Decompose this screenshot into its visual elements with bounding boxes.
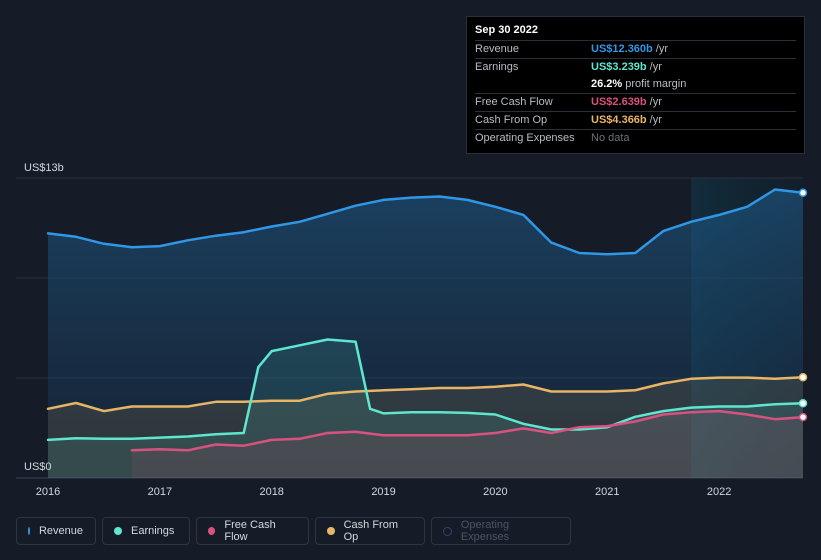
fcf-dot-icon (208, 527, 216, 535)
tooltip-revenue-label: Revenue (475, 43, 520, 55)
fcf-area (131, 411, 803, 478)
legend-cfo-label: Cash From Op (343, 519, 398, 543)
tooltip-row-opex: Operating Expenses No data (475, 129, 796, 147)
tooltip-fcf-unit: /yr (649, 96, 662, 108)
x-tick-label: 2020 (483, 486, 507, 498)
tooltip-fcf-label: Free Cash Flow (475, 96, 553, 108)
fcf-line (130, 409, 805, 452)
tooltip-date: Sep 30 2022 (475, 24, 538, 36)
y-axis-max-label: US$13b (24, 162, 64, 174)
series-areas (48, 189, 803, 478)
tooltip-margin-label: profit margin (625, 78, 687, 90)
legend-earnings[interactable]: Earnings (102, 517, 190, 545)
legend-fcf[interactable]: Free Cash Flow (196, 517, 309, 545)
tooltip-earnings-label: Earnings (475, 61, 519, 73)
legend-fcf-label: Free Cash Flow (224, 519, 276, 543)
revenue-line (46, 188, 805, 256)
tooltip-opex-value: No data (591, 132, 630, 144)
tooltip-cfo-value: US$4.366b (591, 114, 647, 126)
opex-dot-icon (443, 526, 452, 536)
legend-earnings-label: Earnings (131, 525, 175, 537)
legend: Revenue Earnings Free Cash Flow Cash Fro… (16, 517, 571, 545)
x-tick-label: 2017 (148, 486, 172, 498)
axes: US$13b US$0 2016 2017 2018 2019 2020 2021 2022 (24, 162, 731, 498)
tooltip-row-fcf: Free Cash Flow US$2.639b /yr (475, 93, 796, 111)
earnings-end-point (798, 399, 808, 408)
tooltip-margin-value: 26.2% (591, 78, 623, 90)
legend-revenue-label: Revenue (38, 525, 83, 537)
tooltip-earnings-unit: /yr (649, 61, 662, 73)
tooltip: Sep 30 2022 Revenue US$12.360b /yr Earni… (466, 16, 805, 154)
legend-opex[interactable]: Operating Expenses (431, 517, 571, 545)
tooltip-earnings-value: US$3.239b (591, 61, 647, 73)
tooltip-revenue-unit: /yr (655, 43, 668, 55)
tooltip-row-revenue: Revenue US$12.360b /yr (475, 40, 796, 58)
fcf-end-point (798, 412, 808, 422)
tooltip-cfo-unit: /yr (649, 114, 662, 126)
earnings-line (46, 338, 805, 442)
series-lines (46, 188, 808, 452)
earnings-dot-icon (114, 527, 122, 535)
x-tick-label: 2022 (707, 486, 731, 498)
revenue-area (48, 189, 803, 478)
legend-cfo[interactable]: Cash From Op (315, 517, 425, 545)
tooltip-row-cfo: Cash From Op US$4.366b /yr (475, 111, 796, 129)
tooltip-row-margin: 26.2% profit margin (475, 76, 796, 93)
y-axis-min-label: US$0 (24, 461, 52, 473)
legend-opex-label: Operating Expenses (460, 519, 510, 543)
cfo-line (46, 375, 805, 413)
tooltip-opex-label: Operating Expenses (475, 132, 575, 144)
revenue-dot-icon (28, 527, 30, 535)
earnings-area (48, 339, 803, 478)
tooltip-fcf-value: US$2.639b (591, 96, 647, 108)
x-tick-label: 2019 (371, 486, 395, 498)
cfo-dot-icon (327, 527, 335, 535)
tooltip-cfo-label: Cash From Op (475, 114, 548, 126)
x-tick-label: 2018 (259, 486, 283, 498)
cfo-end-point (798, 372, 808, 382)
legend-revenue[interactable]: Revenue (16, 517, 96, 545)
revenue-end-point (798, 188, 808, 198)
tooltip-row-earnings: Earnings US$3.239b /yr (475, 58, 796, 76)
x-tick-label: 2021 (595, 486, 619, 498)
tooltip-revenue-value: US$12.360b (591, 43, 653, 55)
x-tick-label: 2016 (36, 486, 60, 498)
